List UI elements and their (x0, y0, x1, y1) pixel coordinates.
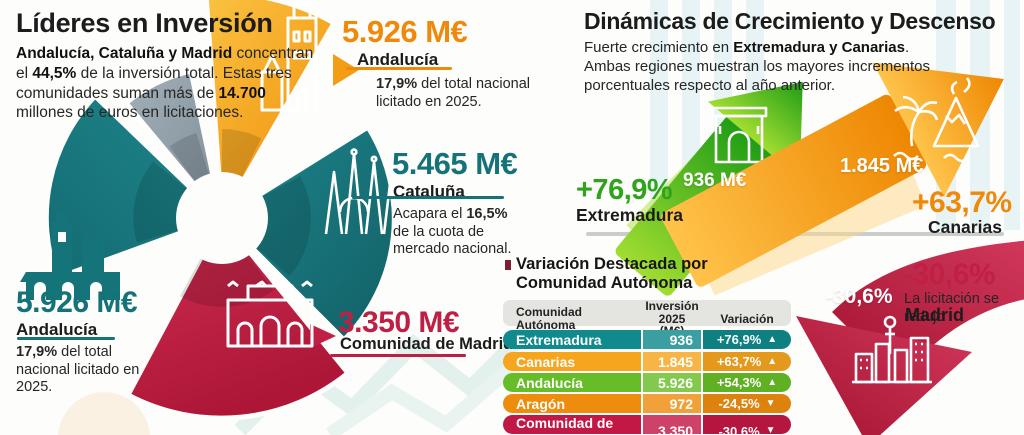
pie-center-hole (176, 172, 268, 264)
table-cell-investment: 3.350 (641, 415, 701, 434)
table-title: Variación Destacada por Comunidad Autóno… (516, 255, 708, 292)
pie-slice-andalucia-teal-left (43, 92, 227, 282)
table-cell-variation: -24,5% ▼ (701, 394, 791, 413)
orange-callout-pointer (333, 54, 359, 86)
table-cell-variation: +76,9% ▲ (701, 330, 791, 349)
table-header-region: Comunidad Autónoma (516, 305, 582, 332)
canarias-label: Canarias (928, 217, 1002, 237)
callout-madrid-label: Comunidad de Madrid (340, 335, 514, 353)
table-cell-investment: 1.845 (641, 352, 701, 371)
callout-cataluna-divider (352, 196, 504, 199)
table-cell-region: Canarias (516, 353, 576, 370)
city-skyline-icon (852, 315, 932, 384)
callout-andalucia-top-divider (346, 67, 452, 70)
callout-madrid-divider (330, 354, 466, 357)
table-cell-investment: 936 (641, 330, 701, 349)
arrow-up-icon: ▲ (767, 355, 778, 367)
madrid-pct: -30,6% (903, 258, 996, 291)
extremadura-value: 936 M€ (683, 170, 747, 191)
callout-andalucia-left-divider (17, 337, 115, 340)
giralda-icon (260, 2, 318, 112)
table-row: Comunidad de Madrid 3.350-30,6%▼ (503, 415, 791, 434)
seville-monument-icon (20, 212, 120, 300)
arrow-down-icon: ▼ (765, 397, 776, 409)
orange-growth-arrow (661, 62, 1004, 296)
arrow-up-icon: ▲ (767, 376, 778, 388)
callout-andalucia-top-value: 5.926 M€ (342, 14, 468, 49)
table-cell-region: Andalucía (516, 374, 583, 391)
callout-andalucia-top-label: Andalucía (357, 50, 439, 69)
sagrada-familia-icon (324, 148, 398, 235)
right-title: Dinámicas de Crecimiento y Descenso (584, 8, 996, 34)
callout-andalucia-left-desc: 17,9% del total nacional licitado en 202… (16, 344, 140, 396)
callout-madrid-value: 3.350 M€ (338, 306, 460, 339)
extremadura-label: Extremadura (576, 205, 683, 225)
pie-slice-madrid-crimson (124, 213, 352, 421)
pie-inner-ring (133, 129, 311, 307)
canarias-value: 1.845 M€ (840, 155, 924, 177)
table-cell-investment: 5.926 (641, 373, 701, 392)
callout-andalucia-top-desc: 17,9% del total nacional licitado en 202… (376, 76, 530, 110)
table-cell-variation: -30,6% ▼ (701, 415, 791, 434)
callout-cataluna-desc: Acapara el 16,5% de la cuota de mercado … (393, 206, 512, 258)
madrid-label: Madrid (905, 305, 965, 325)
crimson-callout-pointer (310, 324, 336, 348)
callout-andalucia-left-label: Andalucía (16, 320, 98, 339)
table-cell-region: Extremadura (516, 331, 602, 348)
canarias-pct: +63,7% (912, 186, 1012, 219)
callout-cataluna-label: Cataluña (393, 182, 465, 201)
madrid-desc: La licitación se redujo (904, 291, 1000, 325)
callout-cataluna-value: 5.465 M€ (392, 146, 518, 181)
table-cell-region: Aragón (516, 395, 565, 412)
palm-volcano-icon (893, 77, 980, 163)
table-row: Extremadura 936 +76,9% ▲ (503, 330, 791, 349)
left-intro: Andalucía, Cataluña y Madrid concentran … (16, 45, 314, 122)
table-title-bullet (505, 260, 511, 270)
table-row: Canarias 1.845 +63,7% ▲ (503, 352, 791, 371)
puerta-de-alcala-icon (226, 280, 314, 348)
left-title: Líderes en Inversión (16, 8, 273, 38)
right-intro: Fuerte crecimiento en Extremadura y Cana… (584, 39, 930, 95)
table-row: Andalucía 5.926 +54,3% ▲ (503, 373, 791, 392)
table-cell-variation: +54,3% ▲ (701, 373, 791, 392)
callout-andalucia-left-value: 5.926 M€ (16, 286, 138, 319)
pie-chart (43, 0, 397, 421)
extremadura-pct: +76,9% (576, 174, 673, 206)
table-cell-region: Comunidad de Madrid (516, 415, 614, 434)
red-decline-arrow (796, 240, 1024, 435)
madrid-pct-on-arrow: -30,6% (826, 285, 893, 308)
table-header-variation: Variación (720, 311, 774, 326)
arrow-up-icon: ▲ (767, 333, 778, 345)
arch-monument-icon (710, 106, 768, 164)
table-cell-variation: +63,7% ▲ (701, 352, 791, 371)
arrow-down-icon: ▼ (765, 425, 776, 435)
table-cell-investment: 972 (641, 394, 701, 413)
table-row: Aragón 972 -24,5% ▼ (503, 394, 791, 413)
